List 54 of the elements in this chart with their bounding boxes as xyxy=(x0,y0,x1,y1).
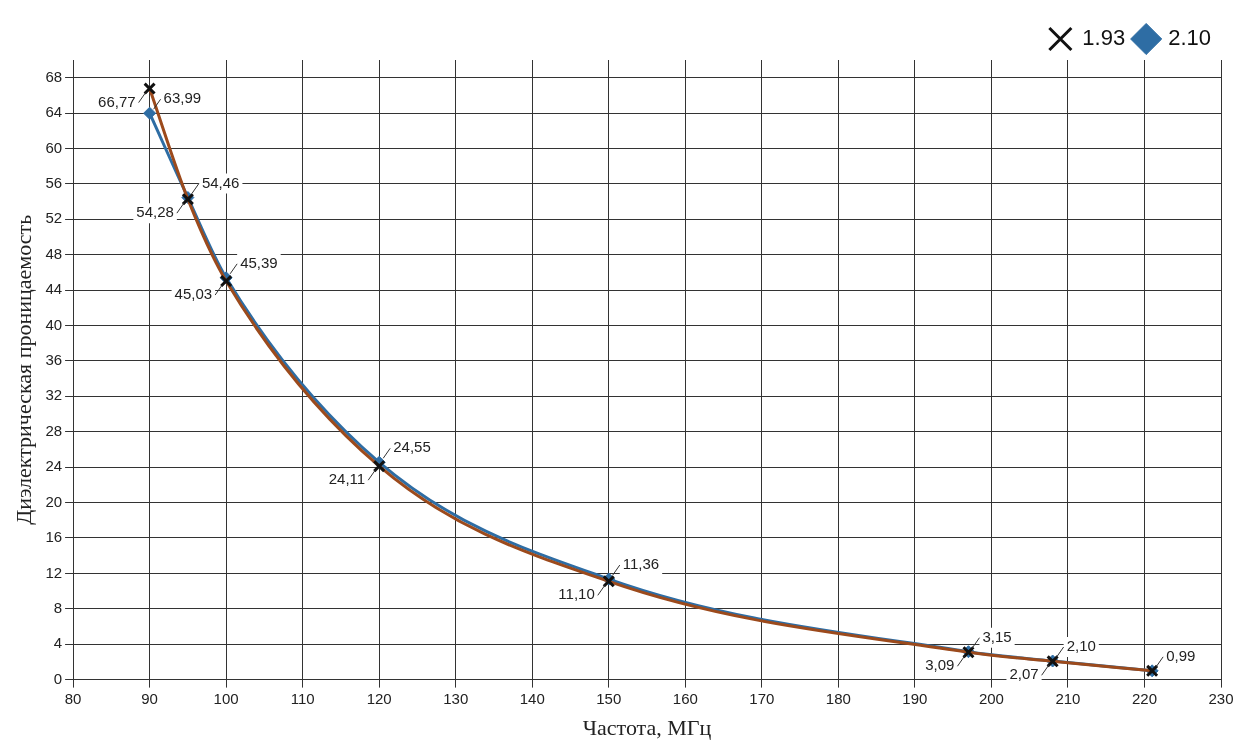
y-tick-label: 36 xyxy=(45,351,63,369)
legend-label: 1.93 xyxy=(1082,25,1126,51)
x-tick-label: 100 xyxy=(213,689,239,707)
y-tick-label: 4 xyxy=(53,634,63,652)
x-tick-label: 170 xyxy=(749,689,775,707)
data-label: 24,11 xyxy=(328,470,366,488)
data-label: 66,77 xyxy=(98,92,136,110)
y-tick-label: 0 xyxy=(53,669,63,687)
y-tick-label: 68 xyxy=(45,67,63,85)
x-tick-label: 80 xyxy=(64,689,82,707)
x-tick-label: 110 xyxy=(290,689,315,707)
y-tick-label: 48 xyxy=(45,244,63,262)
y-tick-label: 24 xyxy=(45,457,63,475)
y-tick-label: 32 xyxy=(45,386,63,404)
y-tick-label: 44 xyxy=(45,280,63,298)
x-tick-label: 160 xyxy=(672,689,698,707)
x-tick-label: 120 xyxy=(366,689,392,707)
x-tick-label: 210 xyxy=(1055,689,1081,707)
x-tick-label: 90 xyxy=(141,689,158,707)
x-tick-label: 150 xyxy=(596,689,622,707)
data-label: 54,28 xyxy=(136,203,174,221)
data-label: 3,15 xyxy=(982,627,1012,645)
data-label: 11,10 xyxy=(558,585,595,603)
x-tick-label: 200 xyxy=(978,689,1004,707)
legend-label: 2.10 xyxy=(1168,25,1212,51)
data-label: 2,07 xyxy=(1009,665,1039,683)
data-label: 24,55 xyxy=(393,438,431,456)
x-tick-label: 180 xyxy=(825,689,851,707)
y-tick-label: 8 xyxy=(53,598,63,616)
y-tick-label: 56 xyxy=(45,174,63,192)
y-tick-label: 16 xyxy=(45,528,63,546)
x-axis-title: Частота, МГц xyxy=(582,714,712,740)
y-tick-label: 28 xyxy=(45,421,63,439)
y-tick-label: 64 xyxy=(45,103,63,121)
data-label: 54,46 xyxy=(201,173,240,191)
data-label: 45,39 xyxy=(240,253,278,271)
point xyxy=(143,106,157,120)
y-tick-label: 12 xyxy=(45,563,63,581)
data-label: 63,99 xyxy=(163,89,202,107)
y-tick-label: 52 xyxy=(45,209,63,227)
data-label: 2,10 xyxy=(1066,637,1096,655)
y-tick-label: 40 xyxy=(45,315,63,333)
data-label: 3,09 xyxy=(925,656,955,674)
x-tick-label: 190 xyxy=(902,689,928,707)
x-tick-label: 130 xyxy=(443,689,469,707)
data-label: 11,36 xyxy=(622,555,660,573)
data-label: 45,03 xyxy=(174,285,213,303)
x-tick-label: 220 xyxy=(1131,689,1157,707)
x-tick-label: 230 xyxy=(1208,689,1234,707)
y-tick-label: 20 xyxy=(45,492,63,510)
y-axis-title: Диэлектрическая проницаемость xyxy=(10,214,36,525)
data-label: 0,99 xyxy=(1166,646,1196,664)
x-tick-label: 140 xyxy=(519,689,545,707)
y-tick-label: 60 xyxy=(45,138,63,156)
